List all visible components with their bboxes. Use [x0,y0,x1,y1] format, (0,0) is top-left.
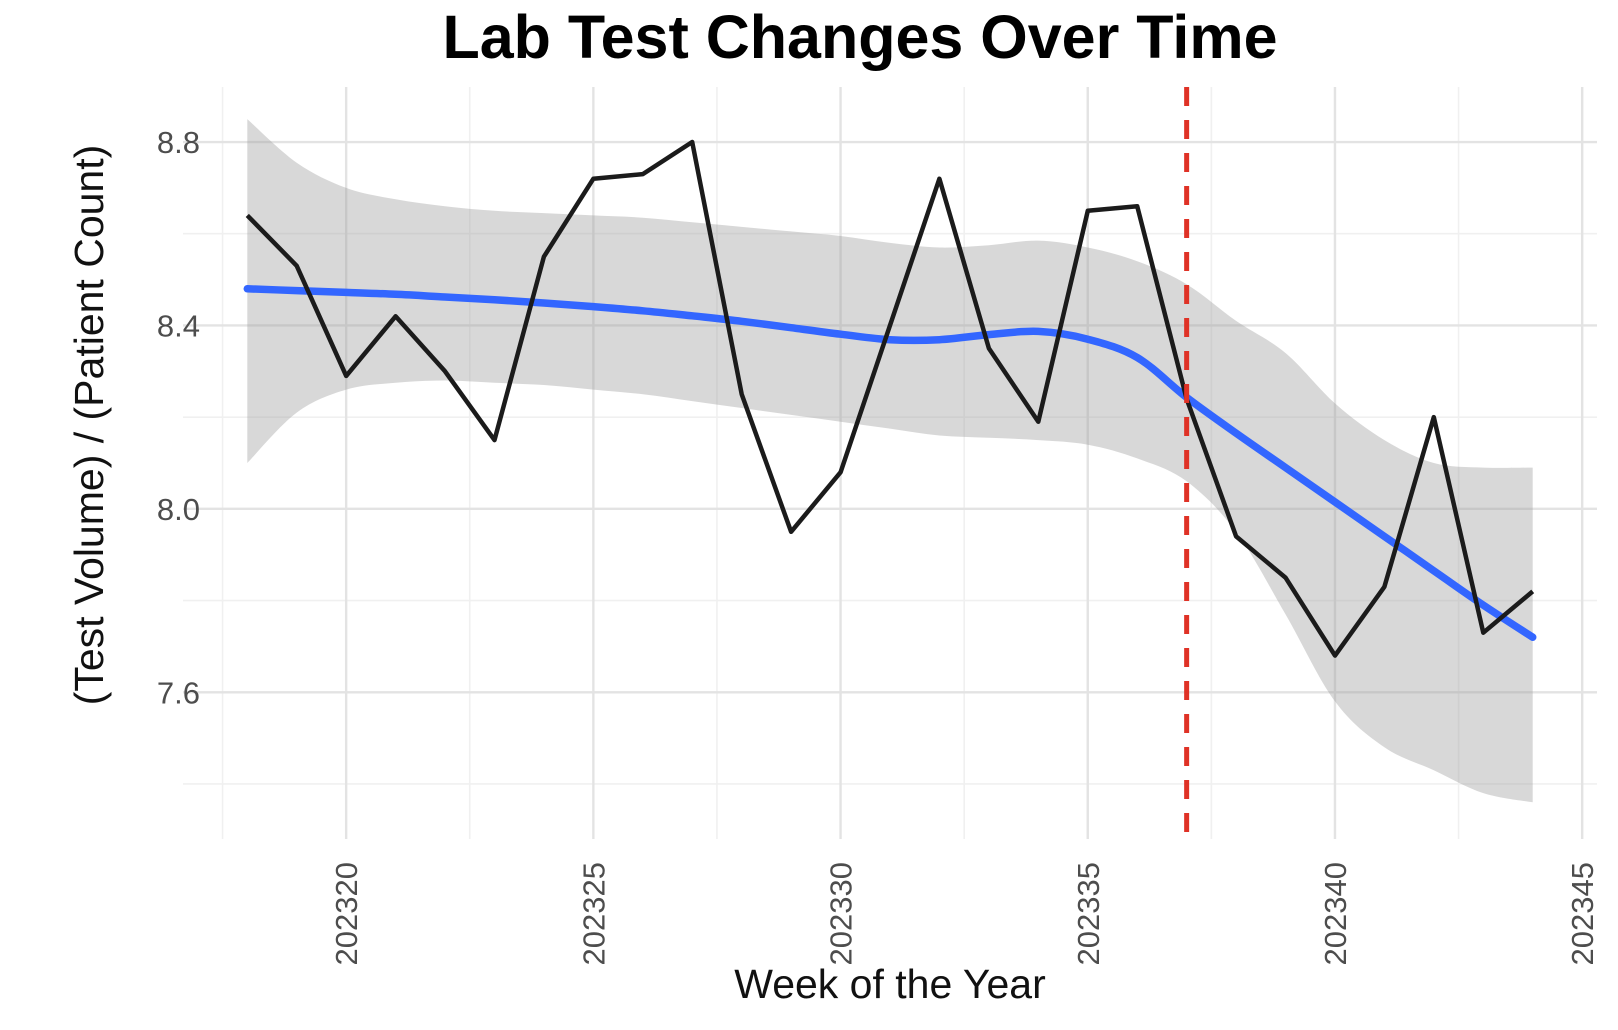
data-line [245,139,1535,658]
x-tick-label: 202330 [824,862,859,965]
x-tick-label: 202320 [329,862,364,965]
trend-line [243,285,1537,641]
x-tick-label: 202345 [1565,862,1600,965]
chart-title: Lab Test Changes Over Time [442,3,1278,71]
confidence-band [247,119,1533,803]
y-axis-title: (Test Volume) / (Patient Count) [66,144,112,706]
x-tick-labels: 202320 202325 202330 202335 202340 202345 [329,862,1600,965]
y-tick-labels: 8.8 8.4 8.0 7.6 [157,125,200,710]
x-tick-label: 202335 [1071,862,1106,965]
y-tick-label: 8.4 [157,308,200,343]
x-tick-label: 202325 [576,862,611,965]
y-tick-label: 8.8 [157,125,200,160]
y-tick-label: 7.6 [157,675,200,710]
x-axis-title: Week of the Year [734,961,1046,1007]
y-tick-label: 8.0 [157,492,200,527]
x-tick-label: 202340 [1318,862,1353,965]
